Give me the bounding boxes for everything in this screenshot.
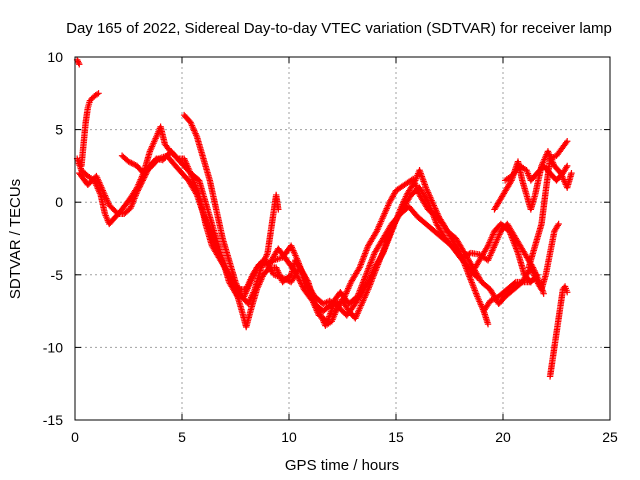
data-point-interp	[137, 181, 144, 188]
series-arc-8	[467, 220, 541, 286]
series-arc-2	[78, 90, 102, 170]
data-point-interp	[489, 296, 497, 303]
x-tick-label: 0	[71, 429, 79, 445]
data-point-interp	[473, 273, 480, 280]
x-axis-label: GPS time / hours	[285, 457, 399, 474]
data-point-interp	[283, 276, 291, 284]
data-point-interp	[139, 177, 146, 184]
x-tick-label: 10	[281, 429, 297, 445]
data-point-interp	[129, 160, 136, 167]
x-tick-label: 5	[178, 429, 186, 445]
data-point-interp	[488, 297, 495, 304]
data-point	[564, 138, 571, 145]
data-point-interp	[562, 139, 570, 146]
x-tick-label: 15	[388, 429, 404, 445]
x-tick-label: 25	[602, 429, 618, 445]
data-point-interp	[554, 222, 561, 229]
data-point-interp	[355, 265, 362, 273]
data-point-interp	[511, 279, 518, 287]
y-tick-label: 10	[47, 49, 63, 65]
data-point-interp	[563, 164, 570, 171]
data-point	[86, 97, 94, 104]
series-arc-5	[118, 152, 562, 319]
data-point	[76, 61, 83, 68]
data-point-interp	[304, 277, 311, 284]
data-point-interp	[128, 159, 135, 167]
data-point-interp	[280, 275, 288, 282]
data-point-interp	[138, 178, 146, 186]
data-point-interp	[295, 275, 303, 283]
series-arc-7	[264, 203, 481, 315]
data-point-interp	[491, 295, 498, 302]
data-point-interp	[75, 59, 82, 67]
y-tick-label: -10	[43, 339, 63, 355]
y-tick-label: -15	[43, 412, 63, 428]
series-arc-6	[180, 111, 282, 308]
data-point	[133, 188, 141, 196]
data-point-interp	[379, 251, 386, 258]
y-axis-label: SDTVAR / TECUs	[7, 179, 24, 299]
data-point	[555, 220, 562, 228]
series-arc-11	[491, 148, 575, 213]
grid-lines	[75, 57, 610, 420]
data-point-interp	[138, 180, 145, 187]
data-point	[564, 289, 571, 296]
series-arc-12	[525, 138, 571, 271]
data-point	[474, 274, 481, 281]
data-point	[527, 278, 535, 286]
axis-ticks: 0 5 10 15 20 25 -15 -10 -5 0 5 10	[43, 49, 618, 445]
data-point	[140, 175, 147, 183]
data-point-interp	[113, 209, 120, 216]
data-point	[125, 158, 132, 165]
data-point-interp	[296, 277, 303, 284]
data-point-interp	[136, 183, 144, 190]
y-tick-label: -5	[51, 267, 64, 283]
data-point	[534, 271, 541, 278]
data-point	[484, 320, 492, 328]
data-point	[95, 90, 102, 97]
data-point-interp	[88, 95, 95, 103]
data-point	[540, 290, 547, 297]
y-tick-label: 5	[55, 122, 63, 138]
data-point-interp	[297, 278, 304, 286]
data-point-interp	[507, 178, 514, 186]
data-point	[568, 169, 575, 177]
data-point	[564, 162, 571, 170]
series-arc-13	[546, 283, 571, 380]
plot-frame	[74, 56, 611, 421]
data-point-interp	[299, 283, 306, 290]
data-series	[73, 56, 575, 380]
data-point-interp	[282, 275, 289, 283]
data-point-interp	[93, 91, 101, 98]
data-point-interp	[131, 161, 138, 168]
data-point	[486, 297, 494, 305]
data-point-interp	[135, 185, 142, 193]
data-point	[279, 274, 286, 281]
data-point-interp	[126, 159, 134, 166]
data-point-interp	[140, 174, 148, 181]
data-point-interp	[74, 58, 82, 65]
data-point-interp	[134, 187, 141, 194]
series-arc-9	[480, 278, 535, 315]
data-point-interp	[192, 190, 200, 197]
x-tick-label: 20	[495, 429, 511, 445]
chart-title: Day 165 of 2022, Sidereal Day-to-day VTE…	[66, 20, 612, 37]
data-point-interp	[298, 281, 306, 289]
y-tick-label: 0	[55, 194, 63, 210]
data-point-interp	[532, 272, 540, 280]
data-point-interp	[136, 184, 143, 191]
data-point	[275, 206, 282, 213]
data-point-interp	[297, 280, 305, 287]
data-point-interp	[492, 294, 500, 302]
